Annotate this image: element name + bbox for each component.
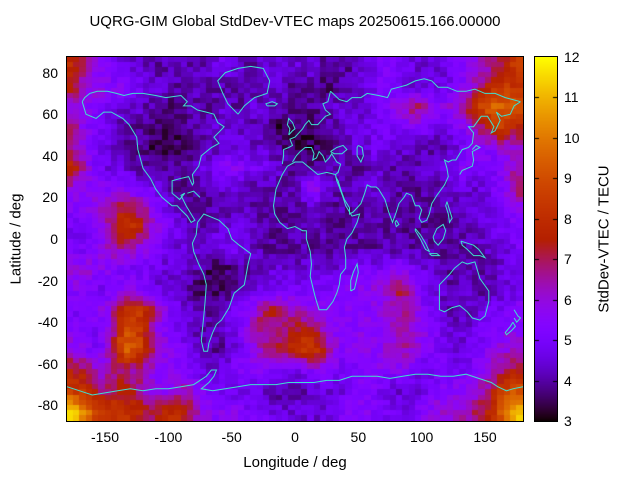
coastline-path — [351, 264, 359, 291]
xtick-label: 50 — [350, 429, 367, 445]
coastline-path — [357, 145, 363, 162]
cbtick-label: 7 — [564, 251, 572, 268]
coastline-path — [336, 102, 521, 223]
ytick-label: -20 — [37, 272, 58, 289]
cbtick-label: 5 — [564, 332, 572, 349]
coastlines-overlay — [67, 57, 523, 421]
cbtick-label: 6 — [564, 291, 572, 308]
coastline-path — [287, 118, 295, 135]
colorbar-label: StdDev-VTEC / TECU — [595, 165, 613, 313]
coastline-path — [395, 220, 399, 226]
ytick-label: 20 — [42, 189, 58, 206]
coastline-path — [461, 241, 485, 258]
coastline-path — [429, 254, 439, 256]
ytick-label: -80 — [37, 397, 58, 414]
coastline-path — [192, 214, 250, 351]
coastline-path — [331, 79, 521, 102]
cbtick-label: 12 — [564, 49, 580, 65]
coastline-path — [293, 148, 341, 175]
xtick-label: 150 — [473, 429, 497, 445]
vtec-heatmap-canvas — [67, 57, 523, 421]
ytick-label: 60 — [42, 106, 58, 123]
ytick-label: -60 — [37, 355, 58, 372]
coastline-path — [266, 102, 277, 106]
coastline-path — [460, 145, 480, 174]
coastline-path — [439, 262, 488, 320]
cbtick-label: 9 — [564, 170, 572, 187]
colorbar-canvas — [535, 57, 557, 421]
page-title: UQRG-GIM Global StdDev-VTEC maps 2025061… — [89, 13, 501, 30]
coastline-path — [415, 229, 429, 252]
xtick-label: -50 — [221, 429, 242, 445]
y-axis-label: Latitude / deg — [7, 193, 25, 285]
x-axis-label: Longitude / deg — [243, 454, 347, 471]
coastline-path — [274, 162, 360, 310]
coastline-path — [514, 310, 520, 323]
xtick-label: 0 — [291, 429, 299, 445]
coastline-path — [218, 66, 270, 114]
coastline-path — [505, 322, 515, 335]
coastline-path — [446, 202, 452, 223]
colorbar — [534, 56, 558, 422]
map-plot-area — [66, 56, 524, 422]
cbtick-label: 8 — [564, 210, 572, 227]
coastline-path — [82, 91, 224, 222]
ytick-label: 80 — [42, 64, 58, 81]
ytick-label: 0 — [50, 231, 58, 247]
coastline-path — [433, 224, 446, 245]
ytick-label: 40 — [42, 147, 58, 164]
coastline-path — [282, 91, 330, 164]
cbtick-label: 11 — [564, 89, 579, 106]
cbtick-label: 10 — [564, 129, 580, 146]
cbtick-label: 3 — [564, 413, 572, 429]
xtick-label: -100 — [154, 429, 183, 445]
coastline-path — [67, 370, 523, 395]
xtick-label: 100 — [409, 429, 434, 445]
coastline-path — [187, 191, 200, 197]
xtick-label: -150 — [90, 429, 120, 445]
ytick-label: -40 — [37, 314, 58, 331]
cbtick-label: 4 — [564, 372, 572, 389]
coastline-path — [331, 145, 347, 153]
